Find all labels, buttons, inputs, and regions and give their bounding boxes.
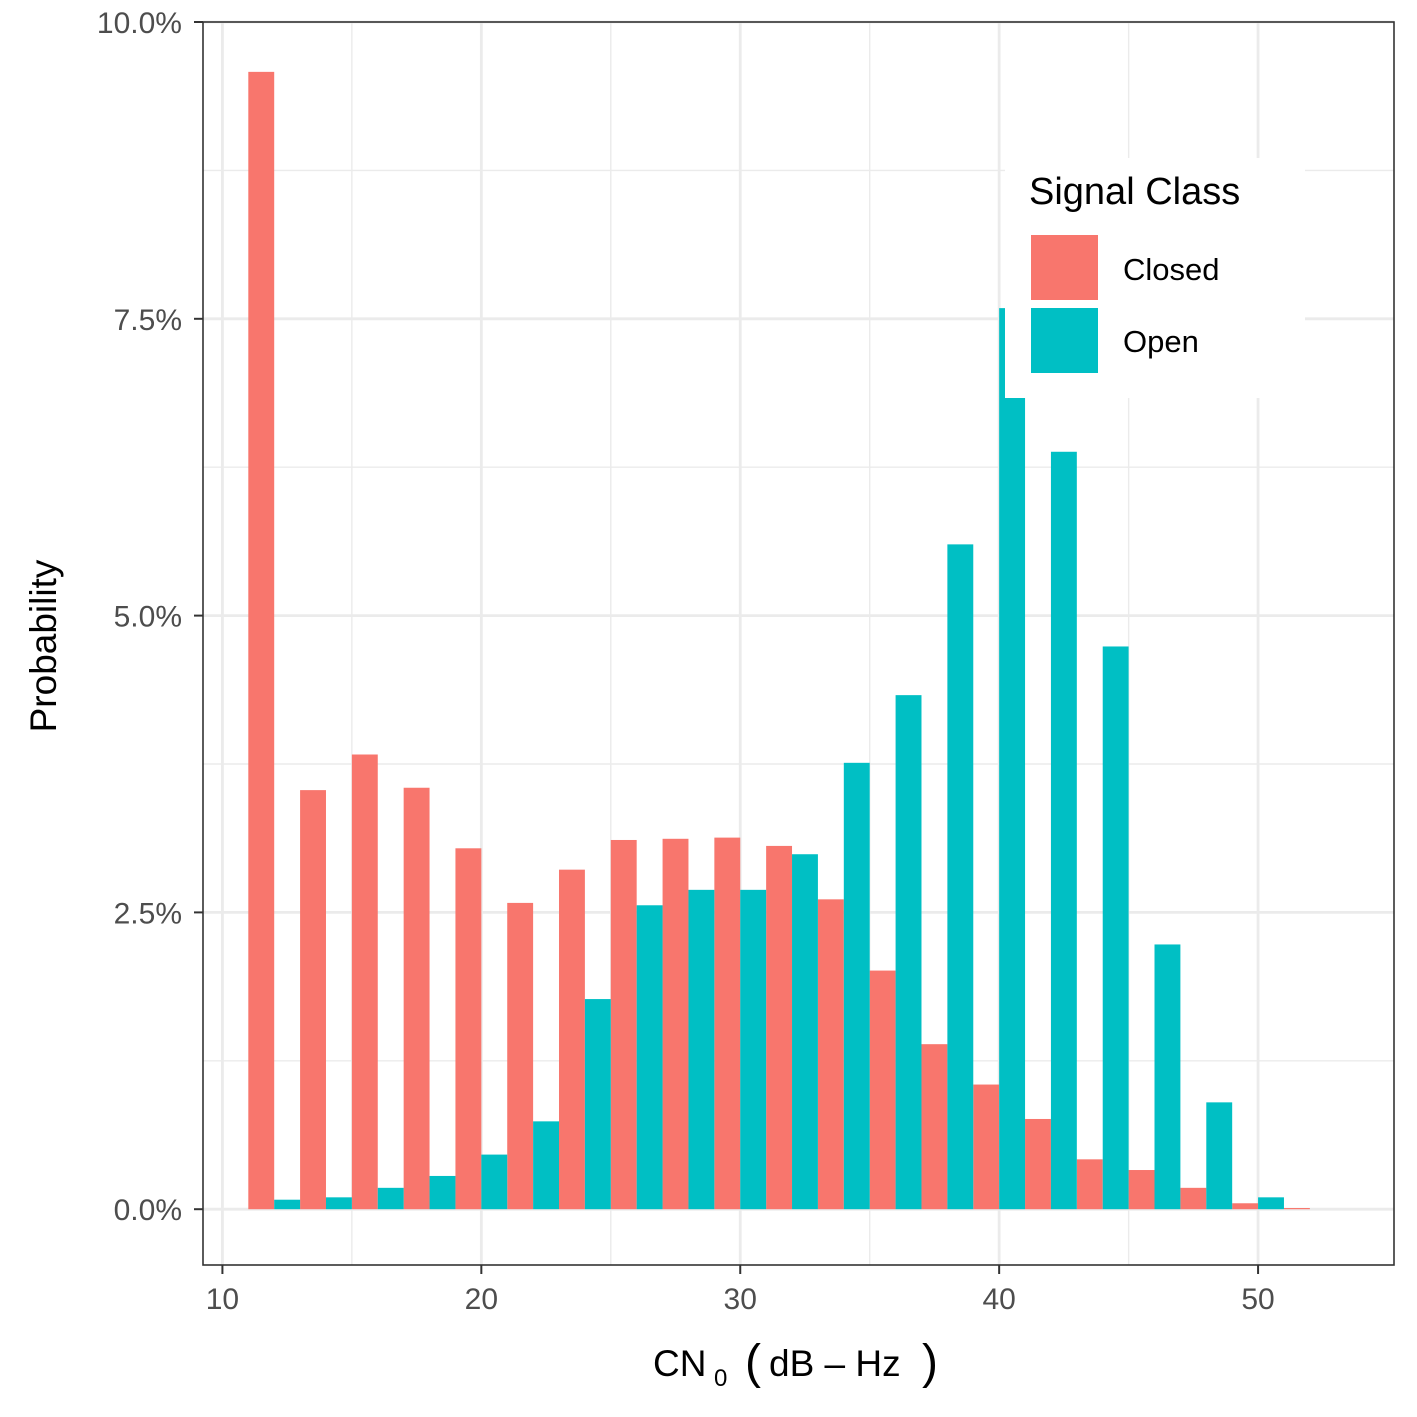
bar-closed-32	[766, 845, 793, 1210]
x-axis-label-subscript: 0	[714, 1365, 727, 1392]
bar-open-28	[688, 889, 715, 1210]
bar-closed-40	[973, 1084, 1000, 1210]
bar-closed-50	[1232, 1203, 1259, 1210]
bar-open-34	[843, 762, 870, 1210]
bar-closed-48	[1180, 1187, 1207, 1210]
y-tick-label: 5.0%	[114, 601, 182, 634]
bar-open-38	[947, 544, 974, 1210]
bar-open-22	[533, 1121, 560, 1210]
y-axis-label: Probability	[23, 559, 64, 732]
bar-open-50	[1258, 1197, 1284, 1210]
bar-open-20	[481, 1154, 508, 1210]
bar-closed-24	[559, 869, 585, 1210]
bar-open-40	[999, 308, 1026, 1210]
minor-gridlines	[203, 22, 1394, 1265]
bar-open-26	[636, 905, 663, 1210]
x-axis-label-open-paren: (	[745, 1336, 761, 1389]
bar-closed-14	[300, 790, 326, 1210]
y-axis: 0.0% 2.5% 5.0% 7.5% 10.0%	[97, 7, 203, 1227]
legend-title: Signal Class	[1029, 171, 1240, 213]
bar-closed-30	[714, 837, 741, 1210]
bar-open-14	[325, 1197, 352, 1210]
bar-open-44	[1102, 646, 1129, 1210]
bar-closed-46	[1128, 1170, 1155, 1210]
bar-closed-36	[869, 970, 896, 1210]
bar-closed-26	[610, 839, 637, 1210]
bar-open-30	[740, 889, 767, 1210]
x-axis-label-main: CN	[653, 1343, 706, 1384]
legend-label-closed: Closed	[1123, 252, 1220, 287]
x-tick-label: 10	[206, 1283, 239, 1316]
bar-closed-18	[403, 787, 430, 1210]
legend-label-open: Open	[1123, 324, 1199, 359]
bar-closed-34	[817, 899, 844, 1210]
bar-closed-38	[921, 1044, 948, 1210]
bars	[248, 71, 1310, 1210]
bar-closed-28	[662, 838, 689, 1210]
bar-closed-20	[455, 848, 482, 1210]
bar-open-42	[1050, 451, 1077, 1210]
bar-closed-42	[1025, 1118, 1051, 1210]
panel-border	[202, 21, 1395, 1266]
legend-key-closed	[1031, 235, 1098, 300]
x-axis-label: CN 0 ( dB – Hz )	[653, 1336, 938, 1392]
bar-closed-22	[507, 902, 534, 1210]
bar-closed-52	[1283, 1208, 1310, 1210]
x-axis-label-close-paren: )	[922, 1336, 938, 1389]
y-tick-label: 10.0%	[97, 7, 182, 40]
x-tick-label: 40	[982, 1283, 1015, 1316]
x-tick-label: 30	[724, 1283, 757, 1316]
bar-open-16	[377, 1187, 404, 1210]
bar-open-18	[429, 1175, 456, 1210]
bar-open-12	[274, 1199, 301, 1210]
x-axis-label-units: dB – Hz	[769, 1343, 901, 1384]
bar-closed-44	[1076, 1159, 1103, 1210]
legend: Signal Class Closed Open	[1005, 158, 1305, 398]
bar-open-36	[895, 695, 922, 1210]
x-axis: 10 20 30 40 50	[206, 1265, 1275, 1316]
y-tick-label: 7.5%	[114, 304, 182, 337]
legend-key-open	[1031, 308, 1098, 373]
bar-open-32	[792, 854, 818, 1210]
y-tick-label: 0.0%	[114, 1194, 182, 1227]
y-tick-label: 2.5%	[114, 897, 182, 930]
x-tick-label: 20	[465, 1283, 498, 1316]
bar-closed-16	[351, 754, 378, 1210]
bar-open-24	[584, 999, 611, 1210]
bar-open-48	[1206, 1102, 1233, 1210]
bar-open-46	[1154, 944, 1181, 1210]
bar-closed-12	[248, 71, 275, 1210]
x-tick-label: 50	[1241, 1283, 1274, 1316]
